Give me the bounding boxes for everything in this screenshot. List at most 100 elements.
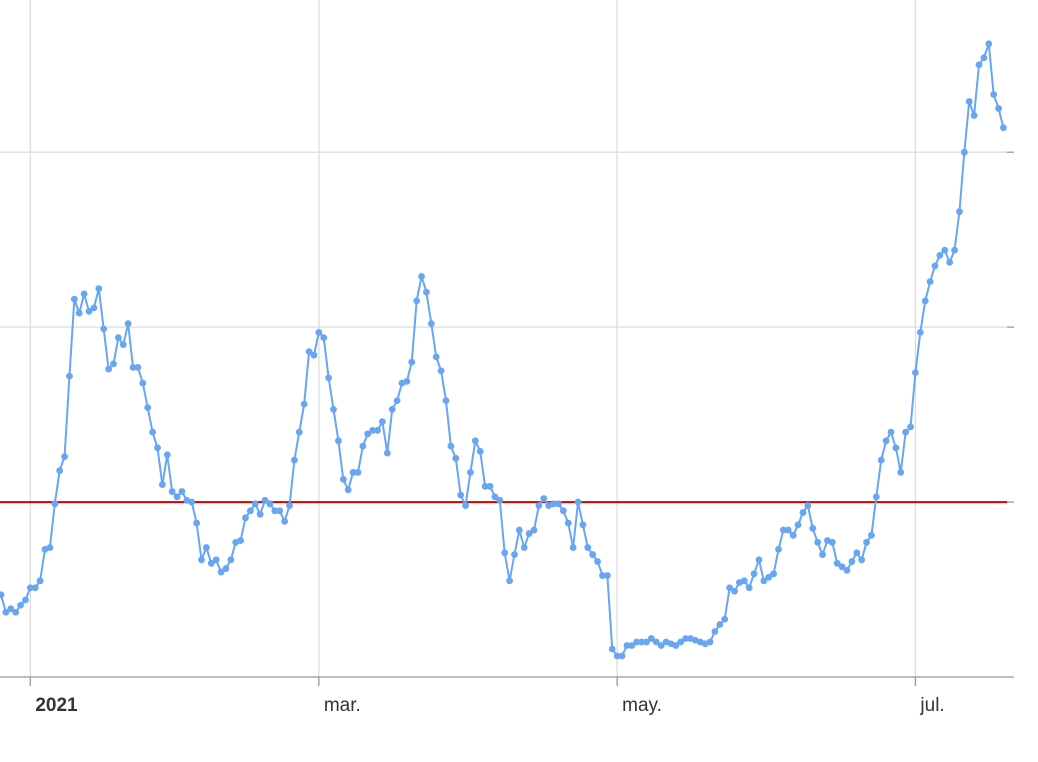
data-point bbox=[755, 556, 763, 564]
data-point bbox=[193, 519, 201, 527]
data-point bbox=[90, 304, 98, 312]
data-point bbox=[476, 447, 484, 455]
data-point bbox=[158, 481, 166, 488]
data-point bbox=[457, 491, 465, 499]
data-point bbox=[515, 526, 523, 534]
data-point bbox=[628, 642, 636, 649]
data-point bbox=[344, 486, 352, 494]
data-point bbox=[139, 379, 147, 387]
data-point bbox=[467, 468, 474, 476]
data-point bbox=[291, 456, 298, 464]
data-point bbox=[682, 635, 689, 642]
data-point bbox=[46, 544, 54, 551]
data-point bbox=[379, 418, 386, 425]
data-point bbox=[100, 325, 108, 333]
data-point bbox=[496, 496, 504, 504]
data-point bbox=[809, 524, 817, 532]
data-point bbox=[70, 295, 78, 303]
data-point bbox=[775, 545, 782, 553]
data-point bbox=[902, 428, 910, 436]
data-point bbox=[569, 544, 577, 551]
data-point bbox=[872, 493, 880, 501]
data-point bbox=[833, 559, 841, 567]
data-point bbox=[124, 320, 132, 328]
data-point bbox=[56, 467, 64, 474]
data-point bbox=[188, 498, 196, 506]
data-point bbox=[80, 290, 88, 298]
data-point bbox=[711, 628, 719, 635]
data-point bbox=[511, 551, 518, 558]
data-point bbox=[843, 566, 851, 574]
data-point bbox=[26, 584, 34, 592]
data-point bbox=[603, 572, 611, 579]
data-point bbox=[975, 61, 983, 69]
data-point bbox=[418, 272, 425, 280]
data-point bbox=[325, 374, 333, 382]
data-point bbox=[95, 285, 103, 293]
data-point bbox=[295, 428, 303, 436]
data-point bbox=[946, 259, 954, 266]
data-point bbox=[51, 500, 59, 508]
data-point bbox=[110, 360, 117, 368]
data-point bbox=[320, 334, 328, 342]
data-point bbox=[486, 482, 494, 490]
data-point bbox=[129, 363, 137, 371]
data-point bbox=[349, 468, 357, 476]
data-point bbox=[17, 601, 24, 609]
data-point bbox=[799, 509, 807, 516]
data-point bbox=[168, 488, 176, 495]
data-point bbox=[481, 482, 489, 490]
data-point bbox=[657, 642, 665, 649]
data-point bbox=[462, 502, 469, 509]
data-point bbox=[985, 40, 993, 48]
data-point bbox=[506, 577, 513, 585]
data-point bbox=[794, 521, 802, 529]
data-point bbox=[207, 559, 215, 567]
data-point bbox=[369, 426, 377, 434]
data-point bbox=[921, 297, 929, 305]
data-point bbox=[75, 309, 83, 317]
data-point bbox=[892, 444, 900, 452]
data-point bbox=[965, 98, 973, 105]
data-point bbox=[623, 642, 631, 649]
data-point bbox=[716, 621, 724, 628]
data-point bbox=[330, 405, 337, 413]
data-point bbox=[383, 449, 391, 457]
data-point bbox=[706, 638, 714, 646]
data-point bbox=[134, 363, 142, 371]
data-point bbox=[2, 608, 10, 616]
data-point bbox=[408, 358, 416, 366]
data-point bbox=[217, 568, 225, 576]
data-point bbox=[354, 468, 362, 476]
data-point bbox=[452, 454, 460, 462]
data-point bbox=[589, 551, 597, 558]
data-point bbox=[814, 538, 822, 546]
data-point bbox=[246, 507, 254, 515]
data-point bbox=[638, 638, 645, 646]
data-point bbox=[643, 638, 650, 646]
data-point bbox=[0, 591, 5, 599]
data-point bbox=[770, 570, 778, 578]
data-point bbox=[85, 307, 93, 315]
data-point bbox=[599, 572, 606, 579]
data-point bbox=[222, 565, 230, 572]
data-point bbox=[916, 328, 924, 336]
data-point bbox=[300, 400, 308, 408]
data-point bbox=[819, 551, 826, 558]
data-point bbox=[613, 652, 621, 660]
data-point bbox=[339, 475, 347, 483]
data-point bbox=[540, 495, 548, 502]
data-point bbox=[36, 577, 44, 585]
data-point bbox=[22, 596, 29, 604]
data-point bbox=[765, 573, 773, 581]
data-point bbox=[652, 638, 660, 646]
data-point bbox=[951, 246, 958, 254]
data-point bbox=[574, 498, 582, 506]
data-point bbox=[594, 558, 601, 565]
data-point bbox=[926, 278, 934, 286]
data-point bbox=[780, 526, 787, 534]
data-point bbox=[154, 444, 161, 452]
data-point bbox=[305, 348, 313, 356]
data-point bbox=[731, 587, 738, 595]
